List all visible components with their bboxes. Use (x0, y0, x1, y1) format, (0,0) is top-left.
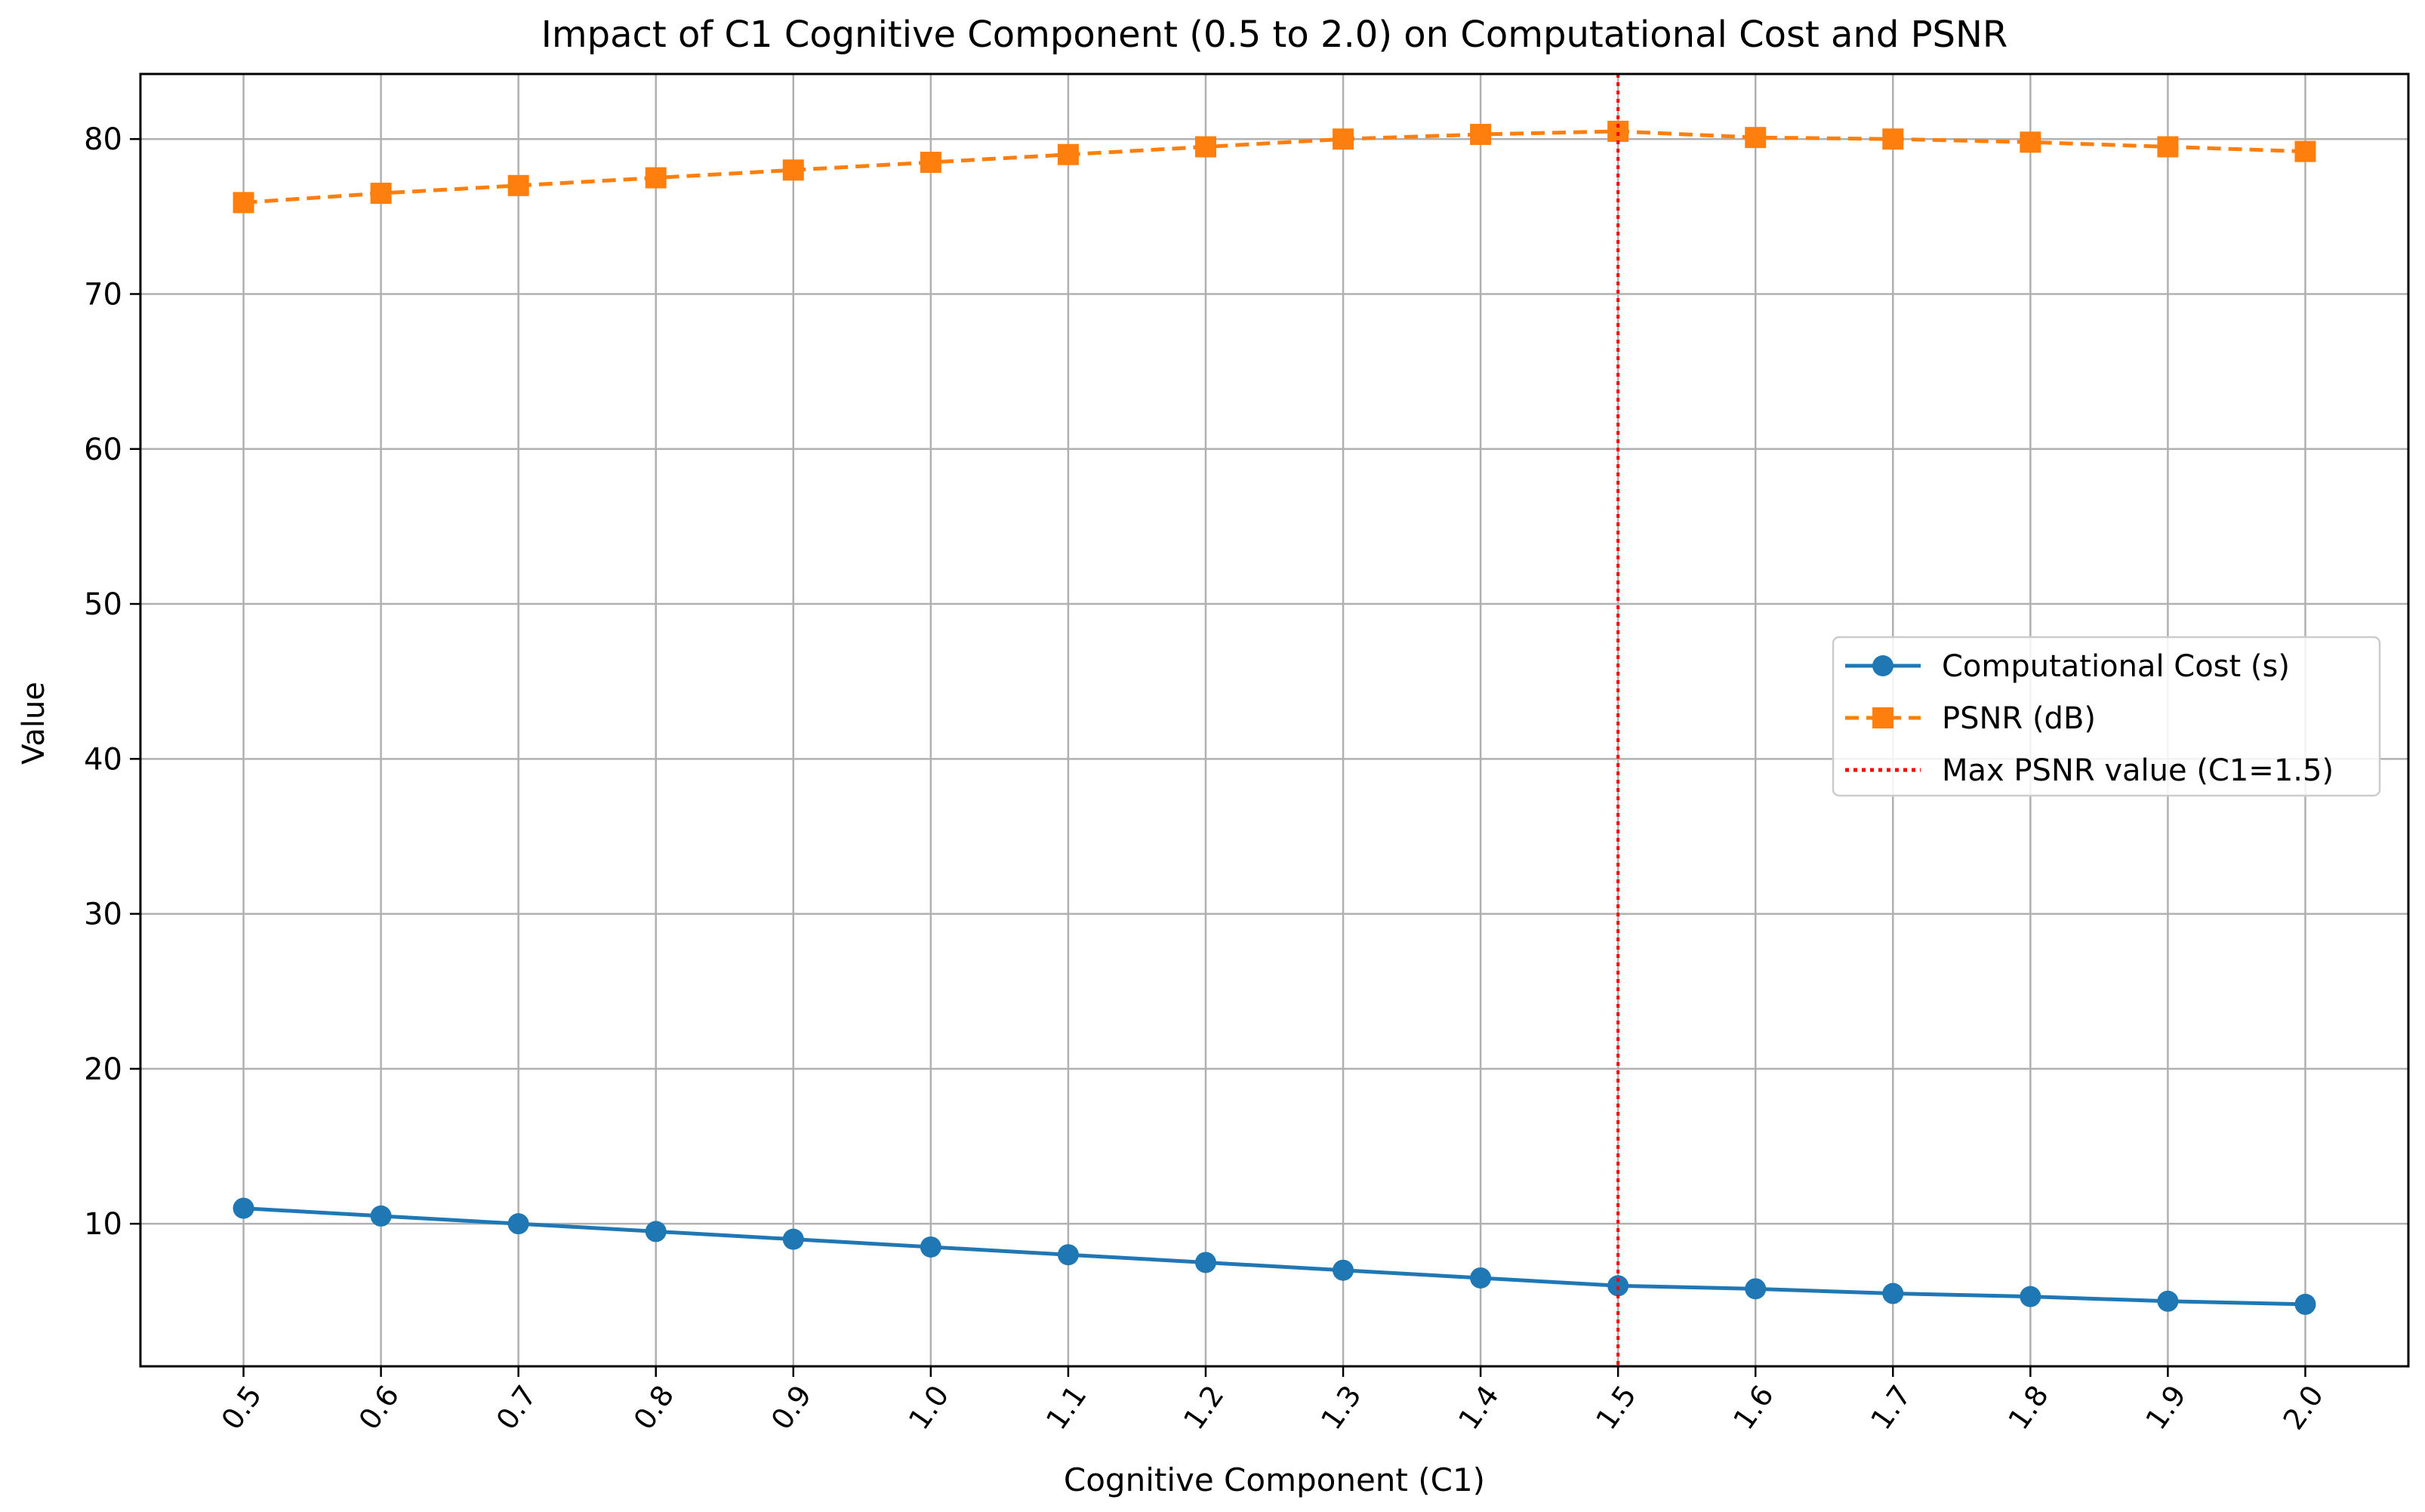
data-point (1607, 1275, 1629, 1297)
data-point (370, 183, 392, 205)
data-point (1194, 1252, 1216, 1273)
data-point (2157, 1290, 2179, 1312)
data-point (1057, 1244, 1079, 1266)
x-axis-label: Cognitive Component (C1) (1064, 1461, 1485, 1498)
series-1 (233, 1197, 2316, 1315)
data-point (507, 1213, 529, 1235)
series-line (243, 1206, 2306, 1307)
plot-frame (139, 72, 2410, 1368)
chart-title: Impact of C1 Cognitive Component (0.5 to… (541, 14, 2008, 56)
series-line (243, 129, 2306, 205)
y-tick-label: 70 (84, 277, 122, 312)
data-point (645, 167, 667, 189)
y-tick-label: 30 (84, 898, 122, 932)
legend: Computational Cost (s) PSNR (dB) Max PSNR … (1832, 636, 2381, 797)
data-point (233, 1197, 254, 1219)
data-point (782, 159, 804, 181)
legend-label: Max PSNR value (C1=1.5) (1942, 753, 2334, 788)
data-point (1194, 136, 1216, 158)
data-point (1470, 1267, 1492, 1289)
data-point (920, 1236, 941, 1258)
data-point (2157, 136, 2179, 158)
y-tick-label: 60 (84, 433, 122, 467)
data-point (2294, 1293, 2316, 1315)
y-tick-label: 80 (84, 122, 122, 157)
legend-label: PSNR (dB) (1942, 701, 2096, 736)
y-tick-label: 20 (84, 1052, 122, 1087)
series-2 (233, 120, 2316, 214)
data-point (1745, 127, 1767, 149)
data-point (920, 152, 941, 174)
data-point (233, 192, 254, 214)
y-tick-label: 50 (84, 587, 122, 622)
legend-marker (1872, 655, 1893, 676)
data-point (2294, 140, 2316, 162)
data-point (1882, 1283, 1904, 1304)
data-point (1470, 124, 1492, 146)
legend-marker (1872, 707, 1893, 728)
data-point (645, 1221, 667, 1243)
legend-label: Computational Cost (s) (1942, 649, 2290, 684)
y-tick-label: 40 (84, 742, 122, 777)
y-axis-label: Value (17, 682, 51, 765)
data-point (1333, 1259, 1354, 1281)
data-point (2020, 131, 2041, 153)
data-point (370, 1205, 392, 1227)
y-axis-ticks: 10 20 30 40 50 60 70 80 (84, 122, 140, 1242)
y-tick-label: 10 (84, 1207, 122, 1242)
data-point (1333, 128, 1354, 150)
data-point (507, 174, 529, 196)
data-point (1745, 1278, 1767, 1300)
data-point (2020, 1286, 2041, 1307)
data-point (1882, 128, 1904, 150)
data-point (782, 1228, 804, 1250)
data-point (1057, 143, 1079, 165)
series-layer (233, 74, 2316, 1366)
legend-box (1832, 636, 2381, 797)
